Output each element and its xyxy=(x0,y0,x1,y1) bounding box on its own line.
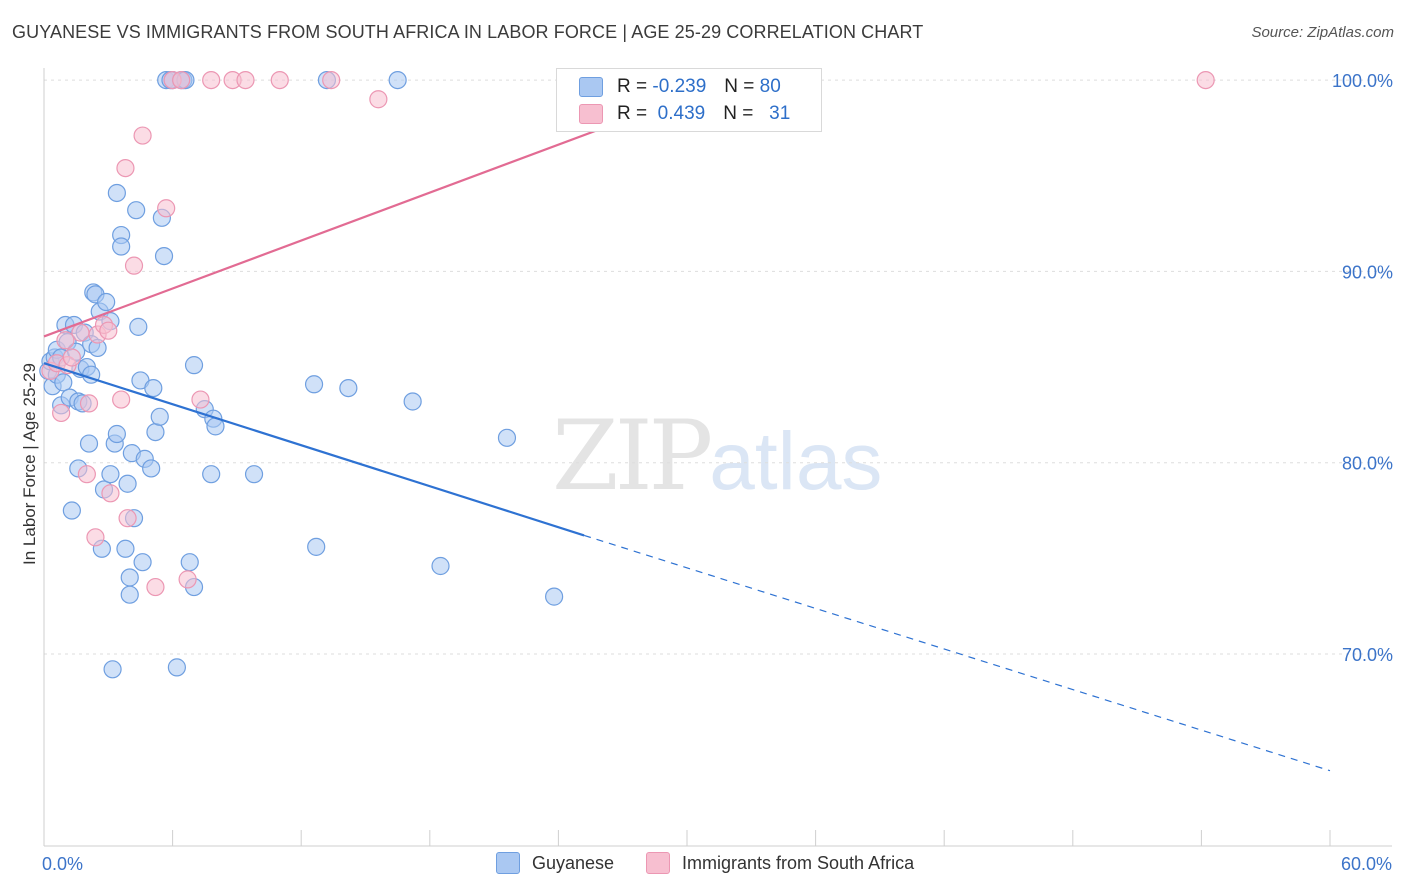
x-tick-label: 60.0% xyxy=(1341,854,1392,874)
point-south-africa xyxy=(112,390,131,409)
point-guyanese xyxy=(497,428,517,447)
point-guyanese xyxy=(545,587,564,606)
point-south-africa xyxy=(202,70,221,90)
point-guyanese xyxy=(101,465,120,484)
legend-row-south-africa: R = 0.439 N = 31 xyxy=(579,102,790,126)
point-south-africa xyxy=(56,331,75,350)
point-guyanese xyxy=(431,556,450,576)
legend-n-label: N = xyxy=(724,76,755,97)
point-guyanese xyxy=(142,459,161,478)
point-guyanese xyxy=(120,585,139,604)
legend-n-label: N = xyxy=(723,103,754,124)
y-tick-label: 100.0% xyxy=(1332,71,1393,91)
point-guyanese xyxy=(339,378,358,398)
point-south-africa xyxy=(172,70,191,90)
x-tick-label: 0.0% xyxy=(42,854,83,874)
point-south-africa xyxy=(157,199,176,218)
point-south-africa xyxy=(146,577,165,597)
source-label: Source: ZipAtlas.com xyxy=(1251,24,1394,41)
point-guyanese xyxy=(146,422,165,442)
point-guyanese xyxy=(244,465,264,484)
bottom-swatch-blue xyxy=(496,852,520,874)
watermark-zip: ZIP xyxy=(552,400,713,512)
point-guyanese xyxy=(184,356,204,375)
y-tick-label: 90.0% xyxy=(1342,262,1393,282)
legend-n-value: 80 xyxy=(759,76,781,97)
point-guyanese xyxy=(180,553,199,572)
point-south-africa xyxy=(191,390,210,409)
legend-swatch-pink xyxy=(579,104,603,124)
point-guyanese xyxy=(144,378,163,398)
point-guyanese xyxy=(97,292,116,312)
point-guyanese xyxy=(133,553,152,572)
point-guyanese xyxy=(79,434,99,453)
point-guyanese xyxy=(116,539,135,558)
point-guyanese xyxy=(54,373,73,392)
point-guyanese xyxy=(118,474,137,493)
point-guyanese xyxy=(154,246,174,266)
bottom-legend-guyanese: Guyanese xyxy=(496,852,614,874)
point-south-africa xyxy=(322,70,341,90)
point-south-africa xyxy=(133,126,152,145)
bottom-legend-south-africa: Immigrants from South Africa xyxy=(646,852,914,874)
point-guyanese xyxy=(62,501,81,520)
y-tick-label: 80.0% xyxy=(1342,454,1393,474)
point-guyanese xyxy=(388,70,407,90)
trendline-guyanese xyxy=(43,362,585,537)
legend-r-value: 0.439 xyxy=(657,103,706,124)
bottom-legend-label: Guyanese xyxy=(532,852,615,873)
legend-r-label: R = xyxy=(617,103,648,124)
legend-row-guyanese: R = -0.239 N = 80 xyxy=(579,75,781,99)
point-south-africa xyxy=(101,484,120,503)
watermark-atlas: atlas xyxy=(709,416,883,507)
point-guyanese xyxy=(112,237,131,256)
point-guyanese xyxy=(107,424,126,444)
legend-r-value: -0.239 xyxy=(652,76,707,97)
bottom-legend-label: Immigrants from South Africa xyxy=(682,852,915,873)
point-south-africa xyxy=(178,570,197,589)
point-south-africa xyxy=(52,403,71,423)
point-south-africa xyxy=(236,70,255,90)
point-guyanese xyxy=(403,392,422,411)
point-guyanese xyxy=(167,658,186,677)
point-south-africa xyxy=(118,509,137,528)
watermark: ZIPatlas xyxy=(552,400,882,512)
point-guyanese xyxy=(107,183,126,203)
point-south-africa xyxy=(99,321,118,340)
point-south-africa xyxy=(116,158,135,178)
point-guyanese xyxy=(120,568,139,587)
point-south-africa xyxy=(1196,70,1215,90)
stats-legend: R = -0.239 N = 80 R = 0.439 N = 31 xyxy=(556,68,822,132)
bottom-swatch-pink xyxy=(646,852,670,874)
legend-n-value: 31 xyxy=(769,103,791,124)
point-guyanese xyxy=(307,537,326,556)
point-south-africa xyxy=(79,394,99,413)
point-south-africa xyxy=(86,528,105,547)
point-guyanese xyxy=(103,660,122,679)
chart-title: GUYANESE VS IMMIGRANTS FROM SOUTH AFRICA… xyxy=(12,22,924,42)
legend-swatch-blue xyxy=(579,77,603,97)
y-tick-label: 70.0% xyxy=(1342,645,1393,665)
point-guyanese xyxy=(129,317,148,336)
point-south-africa xyxy=(62,348,81,367)
point-south-africa xyxy=(71,323,90,342)
legend-r-label: R = xyxy=(617,76,648,97)
point-south-africa xyxy=(369,90,388,109)
point-south-africa xyxy=(77,465,96,484)
point-south-africa xyxy=(270,70,289,90)
point-guyanese xyxy=(150,407,169,426)
point-guyanese xyxy=(304,375,324,394)
point-south-africa xyxy=(124,256,144,275)
point-guyanese xyxy=(127,201,146,220)
point-guyanese xyxy=(202,465,221,484)
trendline-extension-guyanese xyxy=(583,534,1331,772)
